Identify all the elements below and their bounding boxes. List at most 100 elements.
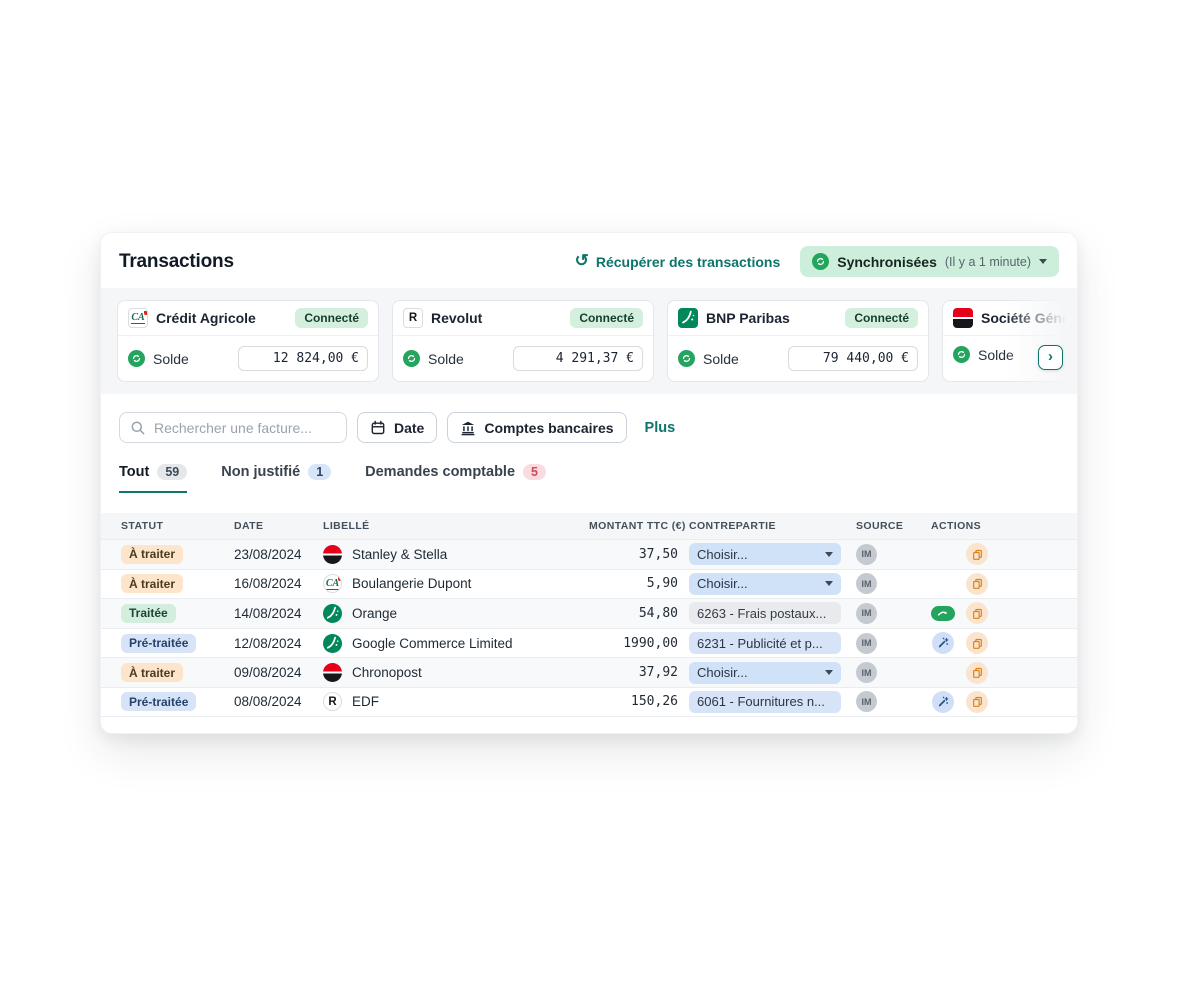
source-badge: IM (856, 632, 877, 654)
revolut-logo-icon: R (323, 692, 342, 712)
tx-date: 16/08/2024 (234, 576, 302, 592)
counterparty-select[interactable]: Choisir... (689, 572, 841, 595)
search-input[interactable] (154, 419, 336, 436)
tx-date: 09/08/2024 (234, 665, 302, 681)
solde-label: Solde (703, 350, 739, 367)
balance-field[interactable]: 4 291,37 € (513, 346, 643, 371)
tab-bar: Tout 59 Non justifié 1 Demandes comptabl… (119, 464, 1059, 493)
cards-next-button[interactable]: › (1038, 345, 1063, 370)
bank-cards-strip: CA Crédit Agricole Connecté Solde 12 824… (101, 288, 1077, 394)
panel-header: Transactions ↺ Récupérer des transaction… (101, 233, 1077, 288)
solde-label: Solde (153, 350, 189, 367)
duplicate-icon[interactable] (966, 543, 988, 566)
more-filters-link[interactable]: Plus (644, 419, 676, 436)
tab-tout[interactable]: Tout 59 (119, 464, 188, 493)
history-icon: ↺ (574, 251, 589, 270)
societe-generale-logo-icon (323, 663, 342, 683)
sync-icon (678, 350, 695, 367)
bank-card-bnp-paribas: BNP Paribas Connecté Solde 79 440,00 € (667, 300, 929, 382)
counterparty-pill[interactable]: 6061 - Fournitures n... (689, 690, 841, 713)
source-badge: IM (856, 662, 877, 684)
duplicate-icon[interactable] (966, 632, 988, 655)
bank-accounts-filter-label: Comptes bancaires (484, 419, 614, 436)
duplicate-icon[interactable] (966, 661, 988, 684)
tab-count-badge: 5 (523, 464, 546, 480)
tx-date: 08/08/2024 (234, 694, 302, 710)
chevron-down-icon (825, 581, 833, 587)
duplicate-icon[interactable] (966, 690, 988, 713)
tx-amount: 1990,00 (623, 635, 678, 651)
chevron-down-icon (1039, 259, 1047, 264)
tx-amount: 37,50 (638, 546, 678, 562)
bank-name: BNP Paribas (706, 310, 790, 326)
table-row: Pré-traitée 12/08/2024 Google Commerce L… (101, 627, 1077, 658)
bank-card-credit-agricole: CA Crédit Agricole Connecté Solde 12 824… (117, 300, 379, 382)
fetch-transactions-label: Récupérer des transactions (595, 253, 781, 270)
solde-label: Solde (428, 350, 464, 367)
tx-label: Google Commerce Limited (352, 635, 513, 651)
sync-icon (403, 350, 420, 367)
magic-wand-icon[interactable] (932, 690, 954, 713)
fetch-transactions-link[interactable]: ↺ Récupérer des transactions (574, 251, 781, 270)
duplicate-icon[interactable] (966, 602, 988, 625)
sync-icon (128, 350, 145, 367)
counterparty-pill[interactable]: 6263 - Frais postaux... (689, 602, 841, 625)
table-row: À traiter 09/08/2024 Chronopost 37,92 Ch… (101, 657, 1077, 687)
col-actions: Actions (931, 520, 982, 532)
tab-demandes-comptable[interactable]: Demandes comptable 5 (365, 464, 546, 493)
tx-label: Boulangerie Dupont (352, 576, 472, 592)
table-row: À traiter 16/08/2024 CA Boulangerie Dupon… (101, 568, 1077, 599)
table-header-row: Statut Date Libellé Montant TTC (€) Cont… (101, 513, 1077, 539)
col-statut: Statut (121, 520, 164, 532)
bnp-paribas-logo-icon (678, 308, 698, 328)
bank-accounts-filter-button[interactable]: Comptes bancaires (447, 412, 627, 443)
linked-icon[interactable] (931, 605, 955, 621)
sync-status-button[interactable]: Synchronisées (Il y a 1 minute) (800, 246, 1059, 277)
societe-generale-logo-icon (953, 308, 973, 328)
source-badge: IM (856, 573, 877, 595)
col-date: Date (234, 520, 264, 532)
chevron-down-icon (825, 670, 833, 676)
magic-wand-icon[interactable] (932, 632, 954, 655)
transactions-panel: Transactions ↺ Récupérer des transaction… (100, 232, 1078, 734)
counterparty-select[interactable]: Choisir... (689, 661, 841, 684)
source-badge: IM (856, 602, 877, 624)
table-row: À traiter 23/08/2024 Stanley & Stella 37… (101, 539, 1077, 569)
date-filter-button[interactable]: Date (357, 412, 438, 443)
bank-name: Société Générale (981, 310, 1077, 326)
connected-badge: Connecté (295, 308, 368, 328)
credit-agricole-logo-icon: CA (323, 574, 342, 594)
status-badge: Traitée (121, 603, 176, 623)
page-title: Transactions (119, 250, 234, 272)
col-contrepartie: Contrepartie (689, 520, 776, 532)
status-badge: À traiter (121, 663, 184, 683)
tab-non-justifie[interactable]: Non justifié 1 (221, 464, 332, 493)
connected-badge: Connecté (570, 308, 643, 328)
balance-field[interactable]: 79 440,00 € (788, 346, 918, 371)
tx-amount: 54,80 (638, 605, 678, 621)
table-row: Traitée 14/08/2024 Orange 54,80 6263 - F… (101, 598, 1077, 628)
search-icon (131, 421, 145, 434)
bnp-paribas-logo-icon (323, 603, 342, 623)
balance-field[interactable]: 12 824,00 € (238, 346, 368, 371)
tx-amount: 5,90 (646, 576, 678, 592)
chevron-down-icon (825, 551, 833, 557)
sync-detail: (Il y a 1 minute) (944, 254, 1031, 269)
col-montant: Montant TTC (€) (589, 520, 686, 532)
status-badge: À traiter (121, 544, 184, 564)
search-box[interactable] (119, 412, 347, 443)
source-badge: IM (856, 691, 877, 713)
sync-icon (953, 346, 970, 363)
duplicate-icon[interactable] (966, 572, 988, 595)
bank-card-revolut: R Revolut Connecté Solde 4 291,37 € (392, 300, 654, 382)
tx-label: Orange (352, 605, 398, 621)
sync-check-icon (812, 253, 830, 270)
tx-date: 23/08/2024 (234, 546, 302, 562)
solde-label: Solde (978, 346, 1014, 363)
calendar-icon (371, 420, 385, 434)
counterparty-pill[interactable]: 6231 - Publicité et p... (689, 632, 841, 655)
bank-name: Revolut (431, 310, 483, 326)
tx-label: EDF (352, 694, 379, 710)
counterparty-select[interactable]: Choisir... (689, 543, 841, 566)
date-filter-label: Date (394, 419, 425, 436)
